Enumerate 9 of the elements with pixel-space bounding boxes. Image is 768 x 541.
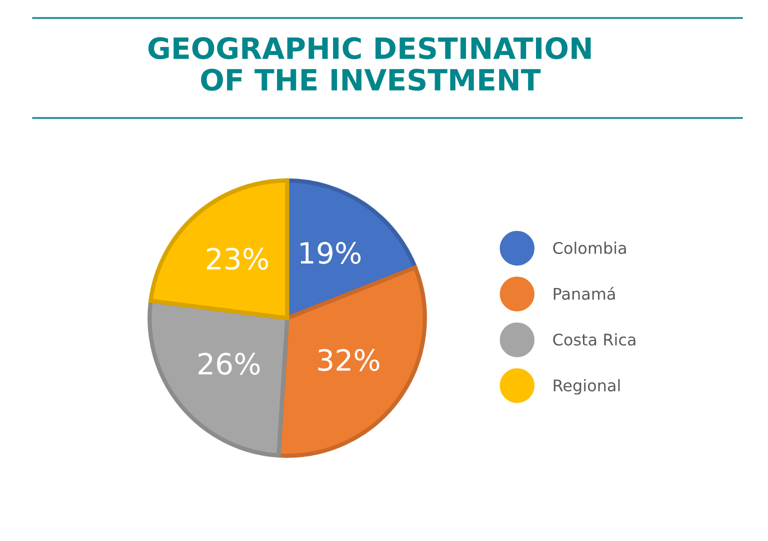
data-label: 23% <box>206 248 268 270</box>
data-label: 26% <box>198 352 260 375</box>
legend-label: Colombia <box>553 242 626 254</box>
chart-title: GEOGRAPHIC DESTINATION OF THE INVESTMENT <box>148 37 591 91</box>
data-label: 19% <box>300 242 361 264</box>
legend-label: Costa Rica <box>553 333 636 346</box>
data-label: 32% <box>318 349 380 372</box>
legend-label: Panamá <box>554 286 615 300</box>
legend-label: Regional <box>554 379 620 395</box>
